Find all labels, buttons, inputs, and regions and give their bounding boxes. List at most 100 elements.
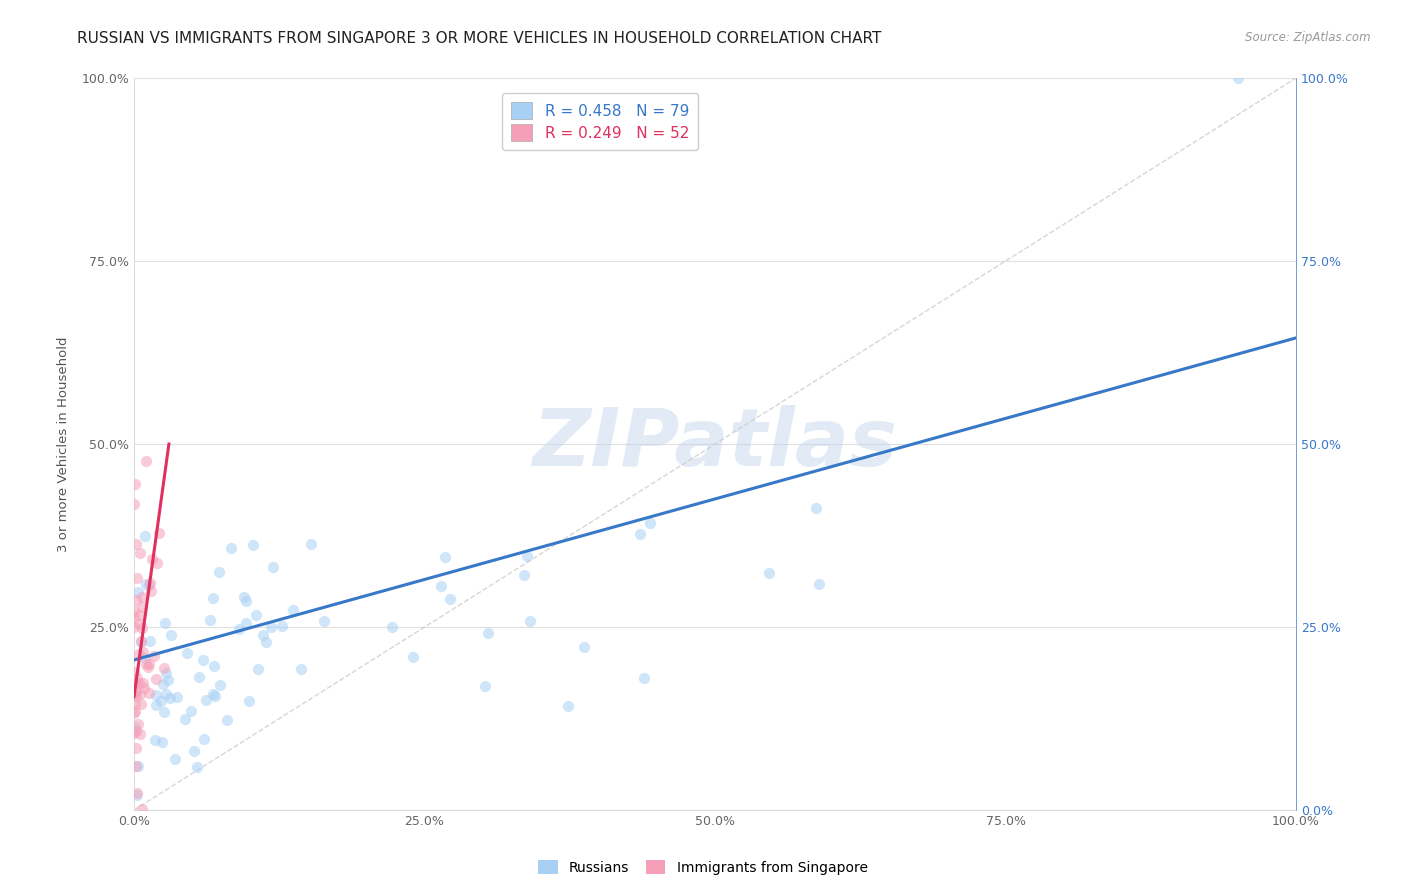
Point — [138, 657, 160, 672]
Point — [758, 566, 780, 580]
Point — [209, 678, 232, 692]
Point — [139, 583, 162, 598]
Point — [247, 662, 270, 676]
Point — [132, 645, 155, 659]
Point — [155, 615, 177, 630]
Point — [124, 697, 146, 711]
Point — [512, 567, 534, 582]
Point — [163, 752, 186, 766]
Point — [124, 497, 146, 511]
Point — [228, 622, 250, 636]
Point — [122, 620, 145, 634]
Point — [127, 585, 149, 599]
Point — [159, 690, 181, 705]
Point — [434, 549, 457, 564]
Point — [128, 676, 150, 690]
Point — [127, 571, 149, 585]
Point — [122, 688, 145, 702]
Point — [574, 640, 596, 654]
Point — [155, 665, 177, 680]
Point — [152, 677, 174, 691]
Legend: Russians, Immigrants from Singapore: Russians, Immigrants from Singapore — [533, 855, 873, 880]
Point — [132, 681, 155, 696]
Point — [219, 541, 242, 556]
Point — [166, 690, 188, 704]
Text: RUSSIAN VS IMMIGRANTS FROM SINGAPORE 3 OR MORE VEHICLES IN HOUSEHOLD CORRELATION: RUSSIAN VS IMMIGRANTS FROM SINGAPORE 3 O… — [77, 31, 882, 46]
Point — [174, 712, 197, 726]
Point — [125, 593, 148, 607]
Point — [281, 603, 304, 617]
Point — [124, 677, 146, 691]
Point — [135, 577, 157, 591]
Point — [807, 577, 830, 591]
Point — [125, 759, 148, 773]
Point — [127, 789, 149, 803]
Point — [125, 671, 148, 685]
Point — [138, 576, 160, 591]
Point — [208, 566, 231, 580]
Point — [516, 549, 538, 563]
Point — [439, 591, 461, 606]
Point — [135, 454, 157, 468]
Point — [474, 679, 496, 693]
Y-axis label: 3 or more Vehicles in Household: 3 or more Vehicles in Household — [58, 336, 70, 552]
Text: ZIPatlas: ZIPatlas — [533, 405, 897, 483]
Point — [128, 608, 150, 623]
Point — [125, 723, 148, 738]
Point — [125, 741, 148, 756]
Point — [135, 657, 157, 672]
Point — [149, 694, 172, 708]
Point — [198, 613, 221, 627]
Point — [430, 579, 453, 593]
Point — [125, 684, 148, 698]
Point — [124, 704, 146, 718]
Point — [380, 620, 402, 634]
Point — [235, 593, 257, 607]
Point — [124, 610, 146, 624]
Point — [128, 617, 150, 632]
Point — [194, 693, 217, 707]
Point — [153, 705, 176, 719]
Point — [217, 713, 239, 727]
Point — [262, 560, 284, 574]
Point — [129, 635, 152, 649]
Point — [139, 634, 162, 648]
Point — [254, 635, 277, 649]
Point — [155, 687, 177, 701]
Point — [204, 689, 226, 703]
Point — [157, 673, 180, 687]
Text: Source: ZipAtlas.com: Source: ZipAtlas.com — [1246, 31, 1371, 45]
Point — [290, 662, 312, 676]
Point — [129, 545, 152, 559]
Point — [202, 687, 225, 701]
Point — [180, 704, 202, 718]
Point — [145, 698, 167, 713]
Point — [1226, 70, 1249, 85]
Point — [640, 516, 662, 531]
Point — [519, 615, 541, 629]
Point — [131, 621, 153, 635]
Point — [124, 726, 146, 740]
Point — [160, 627, 183, 641]
Point — [628, 527, 651, 541]
Legend: R = 0.458   N = 79, R = 0.249   N = 52: R = 0.458 N = 79, R = 0.249 N = 52 — [502, 93, 699, 150]
Point — [252, 628, 274, 642]
Point — [202, 659, 225, 673]
Point — [232, 590, 254, 604]
Point — [138, 686, 160, 700]
Point — [187, 670, 209, 684]
Point — [235, 616, 257, 631]
Point — [176, 646, 198, 660]
Point — [138, 578, 160, 592]
Point — [145, 672, 167, 686]
Point — [191, 653, 214, 667]
Point — [127, 716, 149, 731]
Point — [134, 529, 156, 543]
Point — [193, 732, 215, 747]
Point — [122, 604, 145, 618]
Point — [128, 648, 150, 662]
Point — [124, 476, 146, 491]
Point — [145, 556, 167, 570]
Point — [125, 786, 148, 800]
Point — [633, 672, 655, 686]
